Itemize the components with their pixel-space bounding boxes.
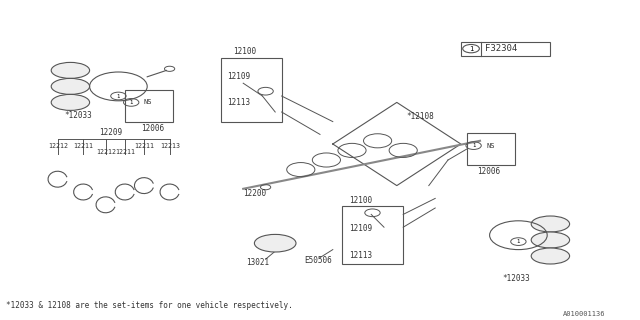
Bar (125, 90, 173, 122)
Text: 12211: 12211 (74, 143, 93, 148)
Bar (221, 58, 282, 122)
Text: F32304: F32304 (485, 44, 517, 53)
Bar (467, 133, 515, 165)
Text: 12211: 12211 (134, 143, 154, 148)
Ellipse shape (254, 234, 296, 252)
Text: *12033 & 12108 are the set-items for one vehicle respectively.: *12033 & 12108 are the set-items for one… (6, 301, 293, 310)
Ellipse shape (531, 248, 570, 264)
Ellipse shape (51, 62, 90, 78)
Text: *12108: *12108 (406, 112, 434, 121)
Text: 12109: 12109 (349, 224, 372, 233)
Text: E50506: E50506 (304, 256, 332, 265)
Text: *12033: *12033 (64, 111, 92, 120)
Text: 12212: 12212 (48, 143, 68, 148)
Text: 12100: 12100 (234, 47, 257, 56)
Text: 12211: 12211 (115, 149, 135, 155)
Text: NS: NS (144, 100, 152, 105)
Text: 12006: 12006 (141, 124, 164, 132)
Text: 12209: 12209 (99, 128, 122, 137)
Text: 12212: 12212 (96, 149, 116, 155)
Ellipse shape (51, 94, 90, 110)
Text: NS: NS (486, 143, 495, 148)
Bar (461, 42, 550, 56)
Text: 12109: 12109 (227, 72, 250, 81)
Text: 1: 1 (469, 46, 473, 52)
Text: 12213: 12213 (160, 143, 180, 148)
Text: *12033: *12033 (502, 274, 530, 283)
Text: 12200: 12200 (243, 189, 266, 198)
Text: 1: 1 (129, 100, 133, 105)
Text: 1: 1 (116, 93, 120, 99)
Ellipse shape (531, 216, 570, 232)
Ellipse shape (51, 78, 90, 94)
Text: A010001136: A010001136 (563, 311, 605, 316)
Text: 1: 1 (472, 143, 476, 148)
Text: 13021: 13021 (246, 258, 269, 267)
Text: 12006: 12006 (477, 167, 500, 176)
Bar (342, 206, 403, 264)
Text: 1: 1 (516, 239, 520, 244)
Text: 12100: 12100 (349, 196, 372, 204)
Ellipse shape (531, 232, 570, 248)
Text: 12113: 12113 (349, 251, 372, 260)
Text: 12113: 12113 (227, 98, 250, 107)
